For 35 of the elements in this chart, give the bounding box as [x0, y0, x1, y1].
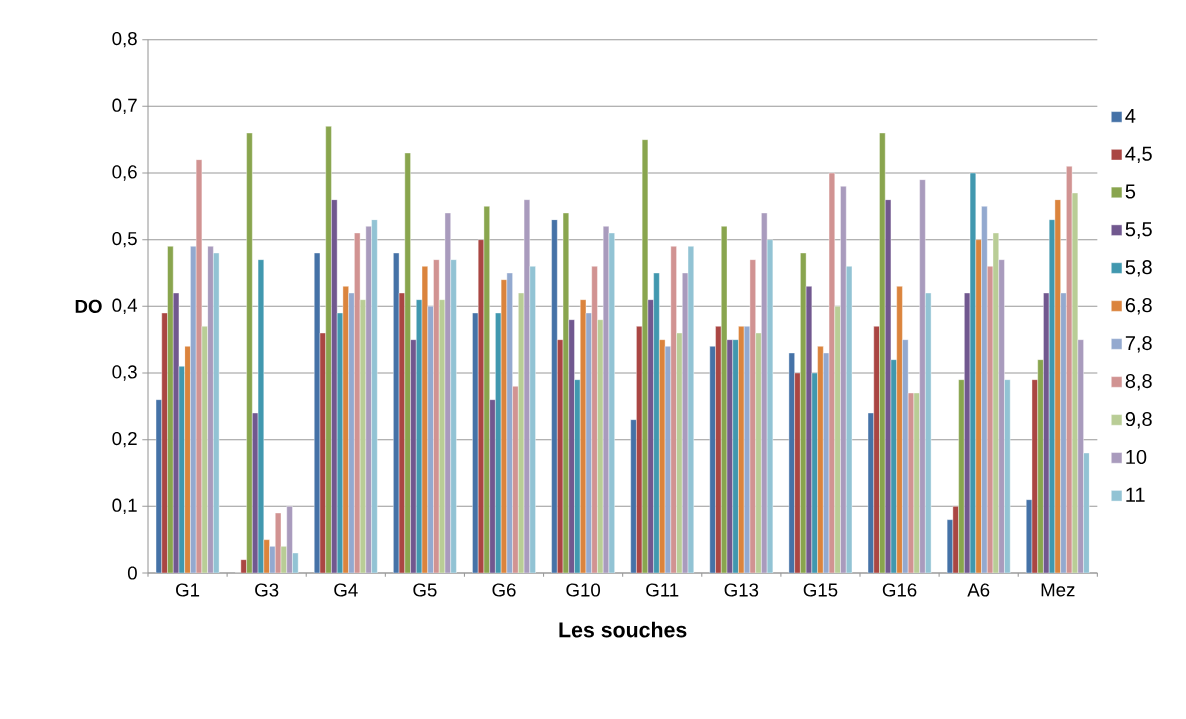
- x-tick-label: G15: [803, 583, 838, 597]
- y-tick-label: 0,2: [112, 431, 137, 448]
- x-tick-label: G5: [413, 583, 437, 597]
- x-tick-label: G3: [255, 583, 279, 597]
- x-tick-label: Mez: [1041, 583, 1075, 597]
- y-axis-title: DO: [75, 299, 102, 313]
- x-tick-label: G1: [176, 583, 200, 597]
- legend-label: 9,8: [1125, 411, 1152, 429]
- legend-label: 6,8: [1125, 298, 1152, 315]
- x-axis-title: Les souches: [559, 621, 687, 638]
- x-tick-label: G4: [334, 583, 358, 597]
- legend-label: 7,8: [1125, 336, 1152, 353]
- x-tick-label: G16: [882, 583, 917, 597]
- y-tick-label: 0,4: [112, 298, 138, 315]
- x-tick-label: G11: [646, 583, 679, 597]
- legend-label: 5,8: [1125, 260, 1152, 277]
- y-tick-label: 0,8: [112, 31, 137, 48]
- y-tick-label: 0,6: [112, 165, 137, 181]
- y-tick-label: 0,7: [112, 98, 137, 115]
- legend-label: 11: [1126, 487, 1145, 502]
- x-tick-label: A6: [967, 583, 990, 597]
- legend-label: 4: [1125, 109, 1136, 123]
- legend-label: 5: [1125, 184, 1136, 199]
- legend-label: 8,8: [1125, 373, 1152, 391]
- bar: [195, 159, 203, 573]
- x-tick-label: G13: [724, 583, 759, 597]
- y-tick-label: 0: [127, 566, 137, 580]
- y-tick-label: 0,5: [112, 231, 137, 248]
- y-tick-label: 0,1: [112, 498, 137, 515]
- x-tick-label: G10: [566, 583, 601, 597]
- legend-label: 5,5: [1125, 222, 1152, 239]
- legend-label: 4,5: [1125, 146, 1152, 164]
- legend-label: 10: [1126, 449, 1147, 465]
- y-tick-label: 0,3: [112, 365, 137, 381]
- x-tick-label: G6: [492, 583, 516, 597]
